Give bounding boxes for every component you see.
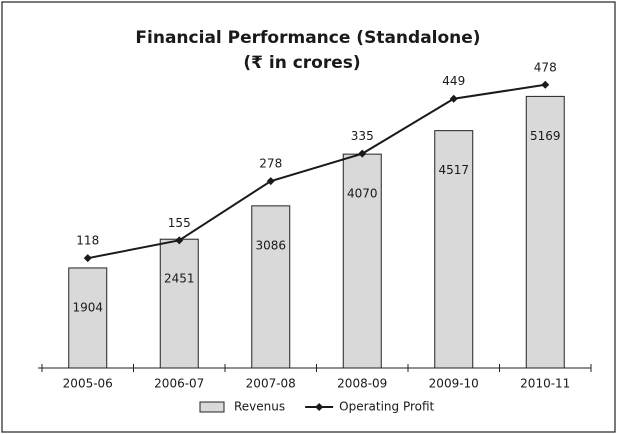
x-tick-label: 2010-11 (520, 377, 570, 391)
line (87, 83, 546, 260)
bar-value-label: 5169 (530, 129, 561, 143)
x-tick-label: 2007-08 (246, 377, 296, 391)
chart-title: Financial Performance (Standalone) (135, 28, 480, 48)
bar-value-label: 3086 (255, 238, 286, 252)
x-tick-label: 2008-09 (337, 377, 387, 391)
line-marker (175, 236, 184, 245)
bar (159, 238, 199, 369)
bar-value-label: 4070 (347, 187, 378, 201)
line-marker (541, 80, 550, 89)
legend-label: Operating Profit (339, 400, 434, 414)
x-tick-label: 2005-06 (63, 377, 113, 391)
bar-value-label: 2451 (164, 272, 195, 286)
line-marker (358, 149, 367, 158)
line-marker (266, 177, 275, 186)
legend-swatch (199, 401, 225, 413)
line-value-label: 449 (442, 74, 465, 88)
x-tick-label: 2006-07 (154, 377, 204, 391)
bar (68, 267, 108, 369)
line-value-label: 118 (76, 234, 99, 248)
bar (525, 95, 565, 369)
legend-label: Revenus (234, 400, 285, 414)
line-marker (449, 94, 458, 103)
bar (434, 130, 474, 369)
chart-subtitle: (₹ in crores) (243, 53, 360, 73)
legend-marker (315, 403, 324, 411)
bar (251, 205, 291, 369)
bar-value-label: 1904 (72, 300, 103, 314)
bar-value-label: 4517 (438, 163, 469, 177)
x-tick-label: 2009-10 (429, 377, 479, 391)
line-value-label: 478 (534, 60, 557, 74)
line-value-label: 155 (168, 216, 191, 230)
bar (342, 153, 382, 369)
line-value-label: 335 (351, 129, 374, 143)
line-marker (83, 254, 92, 263)
line-value-label: 278 (259, 157, 282, 171)
